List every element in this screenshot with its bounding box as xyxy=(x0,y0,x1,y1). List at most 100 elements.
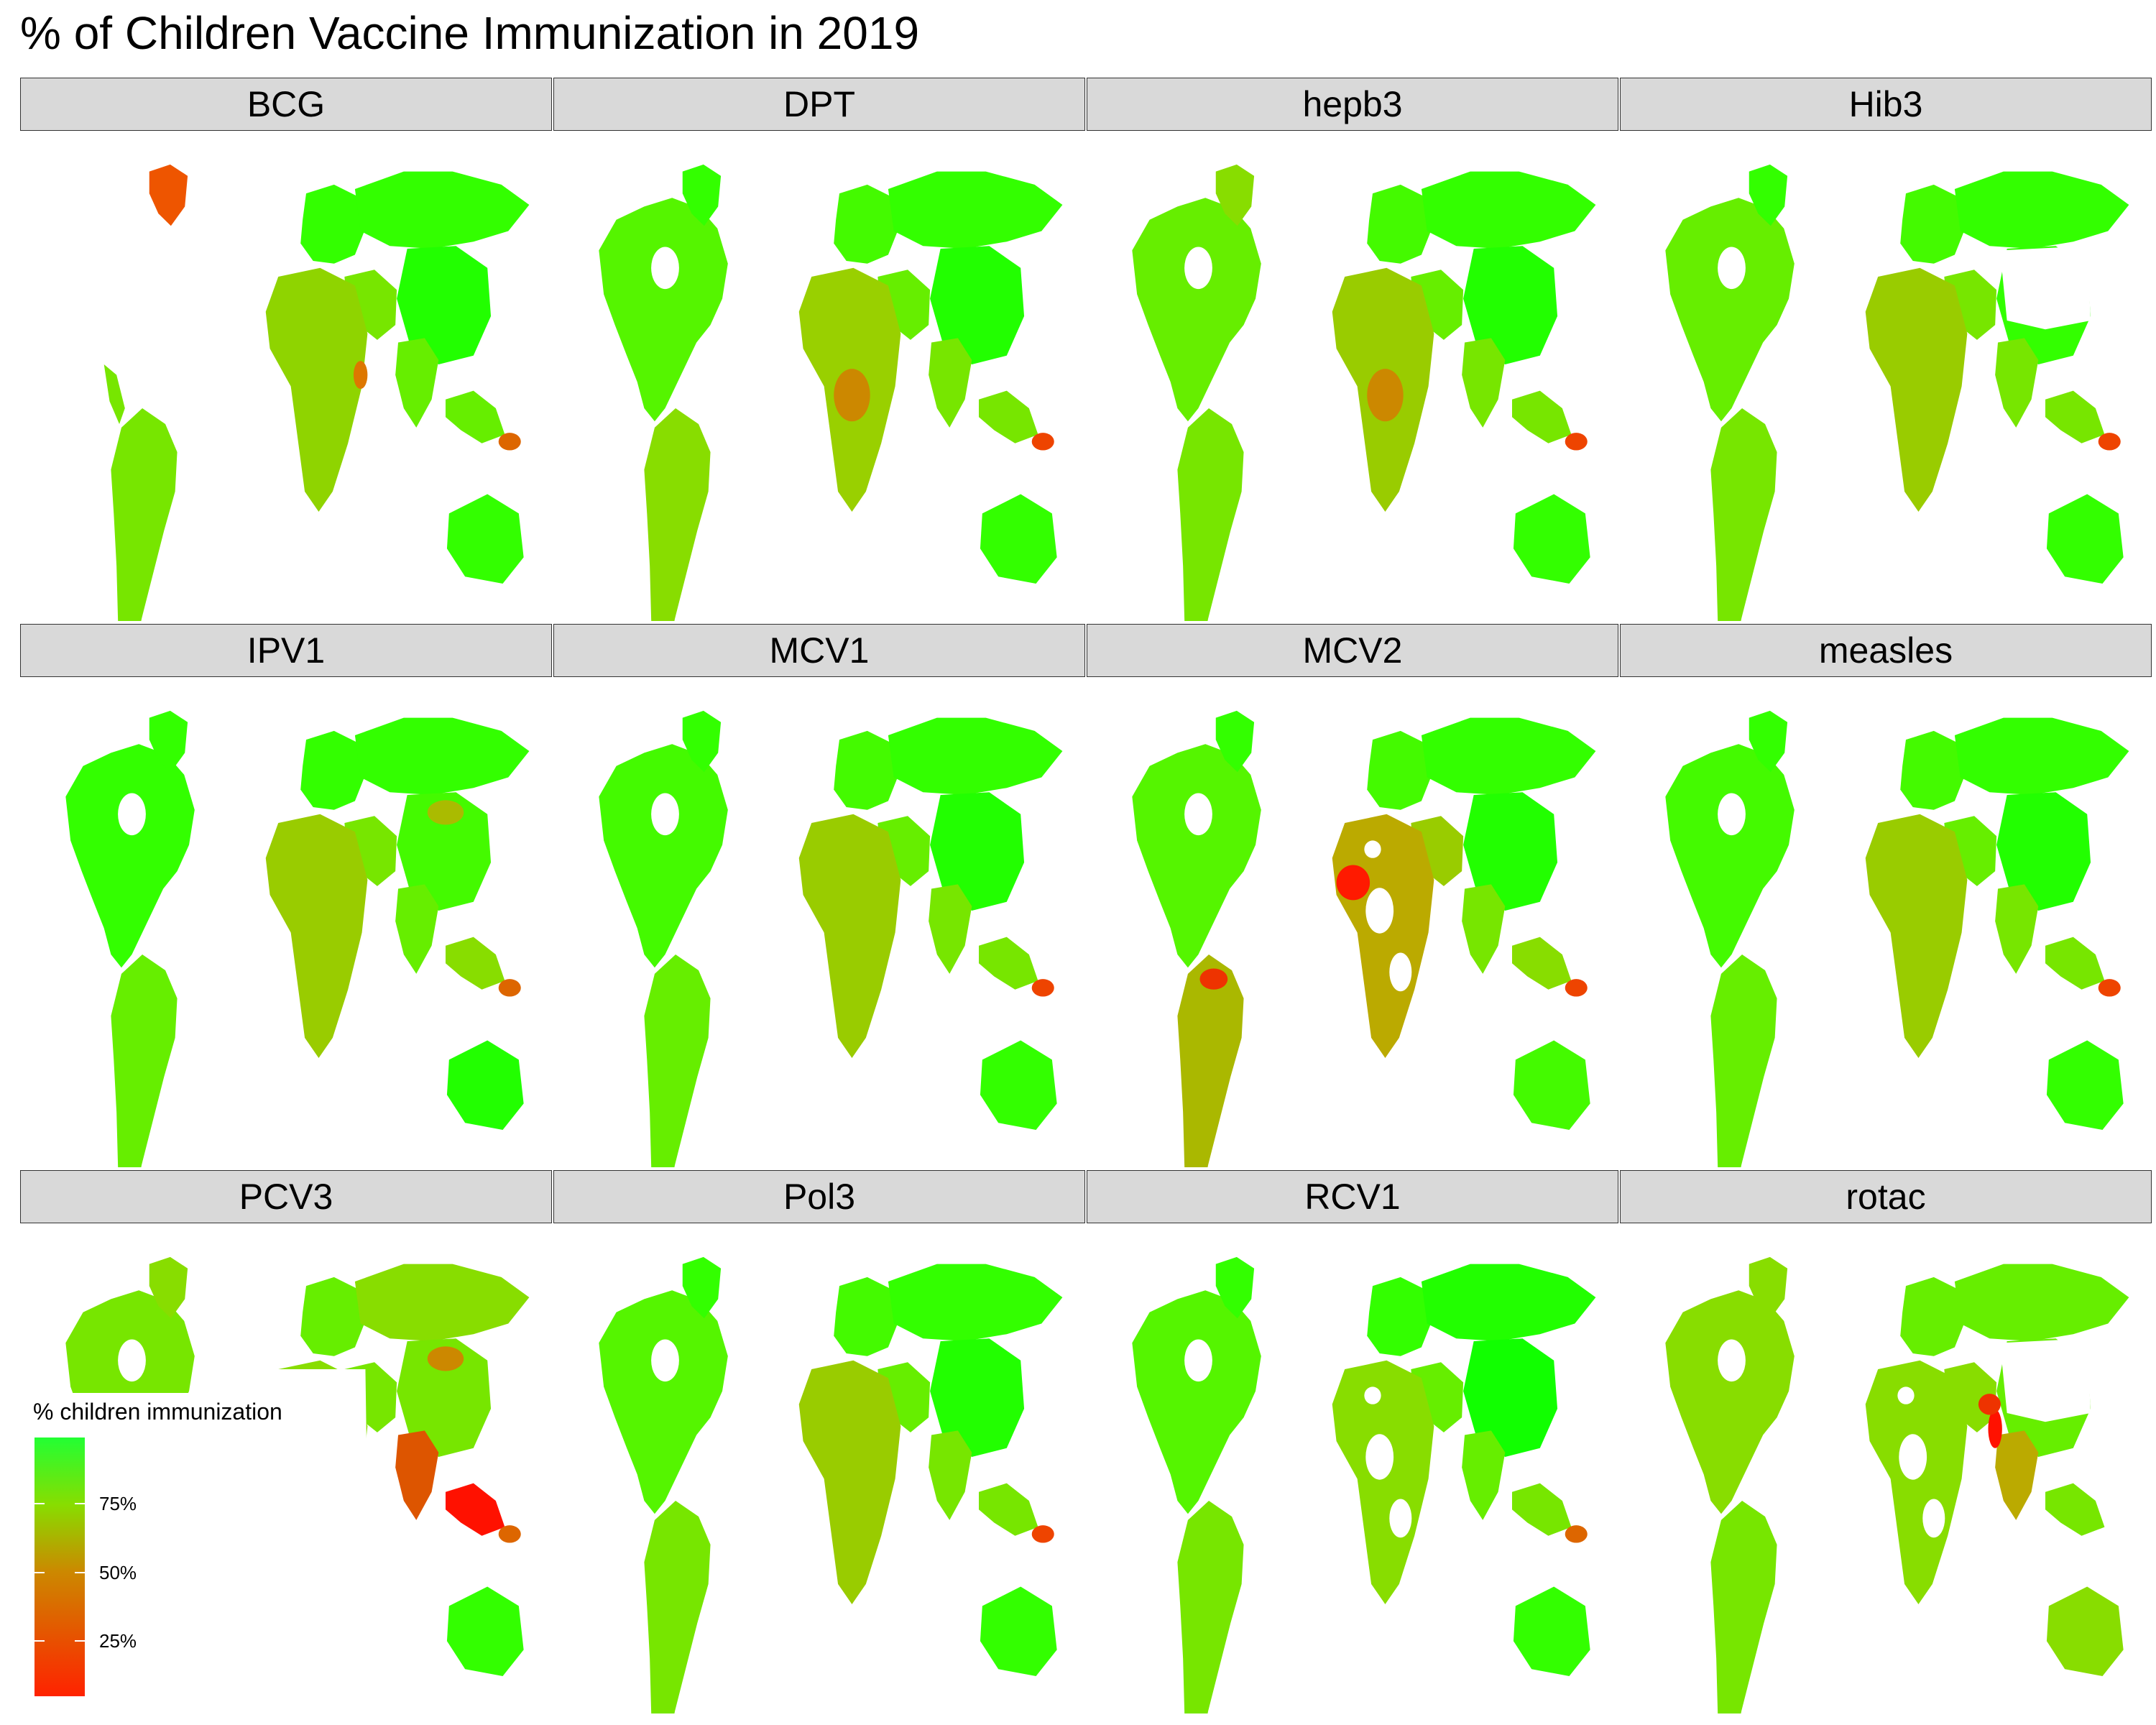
hotspot-png xyxy=(1031,433,1054,451)
page-title: % of Children Vaccine Immunization in 20… xyxy=(20,7,920,59)
region-cn xyxy=(397,792,492,911)
facet-strip-label: rotac xyxy=(1620,1170,2152,1223)
region-gl xyxy=(682,164,722,226)
map-svg xyxy=(1665,710,2129,1167)
region-cn xyxy=(1463,246,1558,364)
region-sea xyxy=(2045,390,2105,443)
world-map xyxy=(1620,138,2153,621)
region-in xyxy=(1462,884,1506,974)
facet-strip-label: MCV2 xyxy=(1087,624,1618,677)
hotspot-png xyxy=(498,433,521,451)
region-sea xyxy=(979,1483,1038,1536)
region-eu xyxy=(1367,730,1432,810)
missing-data-africa xyxy=(1364,1386,1381,1404)
region-ru xyxy=(1421,717,1596,795)
region-sea xyxy=(446,390,505,443)
region-sea xyxy=(2045,1483,2105,1536)
region-na xyxy=(599,198,728,422)
facet-panel-ipv1: IPV1 xyxy=(20,624,553,1167)
legend-tick-mark xyxy=(75,1502,85,1504)
hudson-bay xyxy=(1718,793,1746,836)
world-map xyxy=(553,1230,1087,1714)
region-af xyxy=(1865,267,1968,512)
facet-panel-measles: measles xyxy=(1620,624,2153,1167)
region-sa xyxy=(1177,1501,1244,1714)
region-af xyxy=(798,814,901,1058)
facet-strip-label: Pol3 xyxy=(553,1170,1085,1223)
facet-strip-label: RCV1 xyxy=(1087,1170,1618,1223)
region-ru xyxy=(888,1264,1063,1341)
region-eu xyxy=(834,1276,899,1356)
region-in xyxy=(1462,338,1506,428)
world-map xyxy=(1087,684,1620,1167)
region-af xyxy=(798,1360,901,1604)
hudson-bay xyxy=(651,247,679,290)
legend-title: % children immunization xyxy=(33,1399,282,1425)
region-in xyxy=(929,338,972,428)
legend-tick-mark xyxy=(75,1640,85,1642)
region-cn xyxy=(930,246,1025,364)
hotspot-pakistan xyxy=(1988,1409,2002,1448)
hudson-bay xyxy=(651,793,679,836)
region-ru xyxy=(1421,171,1596,249)
region-in xyxy=(929,1430,972,1520)
region-af xyxy=(1332,1360,1434,1604)
region-sea xyxy=(446,937,505,990)
region-ru xyxy=(354,717,530,795)
region-ru xyxy=(354,1264,530,1341)
region-cn xyxy=(930,1338,1025,1457)
region-au xyxy=(446,1586,524,1676)
region-eu xyxy=(1900,1276,1966,1356)
region-sea xyxy=(1512,1483,1572,1536)
region-in xyxy=(1462,1430,1506,1520)
region-sa xyxy=(1177,954,1244,1167)
missing-data-asia xyxy=(1999,246,2091,330)
region-na xyxy=(1665,198,1795,422)
world-map xyxy=(1620,684,2153,1167)
world-map xyxy=(553,138,1087,621)
map-svg xyxy=(599,710,1063,1167)
facet-strip-label: measles xyxy=(1620,624,2152,677)
hotspot-png xyxy=(498,1525,521,1543)
region-in xyxy=(1995,338,2039,428)
region-af xyxy=(265,267,368,512)
region-ru xyxy=(888,717,1063,795)
region-sea xyxy=(979,390,1038,443)
hotspot-png xyxy=(498,979,521,997)
region-gl xyxy=(1749,164,1788,226)
region-ru xyxy=(1421,1264,1596,1341)
missing-data-africa xyxy=(1389,952,1412,992)
hotspot-png xyxy=(2098,979,2121,997)
hudson-bay xyxy=(1718,247,1746,290)
region-na xyxy=(599,1290,728,1514)
hudson-bay xyxy=(118,793,146,836)
legend-tick-mark xyxy=(34,1571,45,1573)
region-sea xyxy=(2045,937,2105,990)
legend-tick-label: 75% xyxy=(99,1492,137,1514)
region-au xyxy=(1513,494,1590,584)
facet-strip-label: Hib3 xyxy=(1620,78,2152,131)
region-gl xyxy=(149,164,188,226)
region-gl xyxy=(682,710,722,773)
region-au xyxy=(2046,494,2124,584)
facet-strip-label: MCV1 xyxy=(553,624,1085,677)
map-svg xyxy=(103,164,530,621)
region-au xyxy=(980,1586,1057,1676)
hotspot-png xyxy=(1031,979,1054,997)
region-ru xyxy=(1954,171,2129,249)
hudson-bay xyxy=(118,1339,146,1382)
region-in xyxy=(1995,1430,2039,1520)
missing-data-africa xyxy=(1364,840,1381,858)
legend-tick-mark xyxy=(34,1640,45,1642)
missing-data-africa xyxy=(1365,888,1394,934)
hudson-bay xyxy=(651,1339,679,1382)
region-sa xyxy=(1710,954,1777,1167)
legend-tick-mark xyxy=(34,1502,45,1504)
region-na xyxy=(1665,1290,1795,1514)
region-sea xyxy=(446,1483,505,1536)
hotspot-png xyxy=(1565,433,1588,451)
hotspot-png xyxy=(1565,979,1588,997)
region-eu xyxy=(300,730,366,810)
region-eu xyxy=(300,1276,366,1356)
